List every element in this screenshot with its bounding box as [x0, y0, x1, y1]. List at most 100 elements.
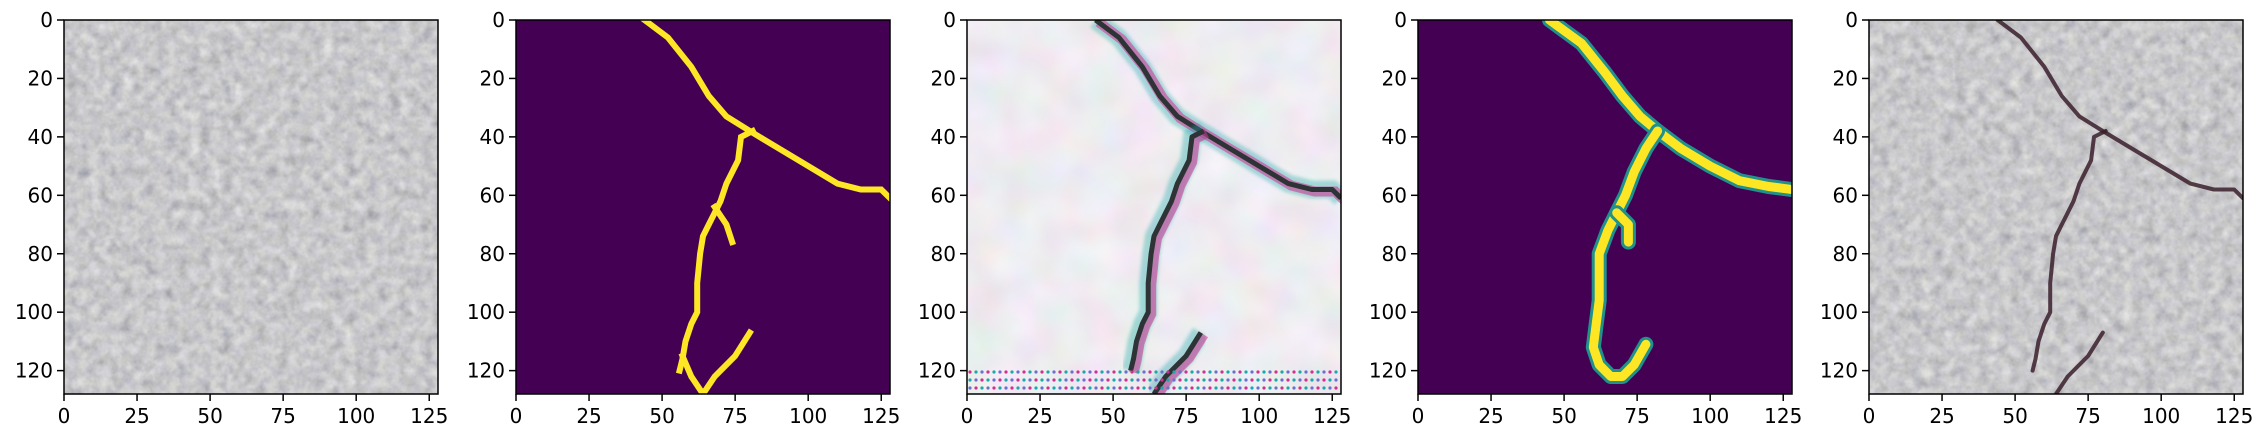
artifact-dot: [1286, 378, 1290, 382]
artifact-dot: [1094, 370, 1098, 374]
artifact-dot: [1136, 370, 1140, 374]
artifact-dot: [1118, 378, 1122, 382]
artifact-dot: [1058, 370, 1062, 374]
y-tick-label: 60: [1382, 183, 1407, 207]
artifact-dot: [1130, 378, 1134, 382]
artifact-dot: [1328, 386, 1332, 390]
artifact-dot: [1040, 378, 1044, 382]
artifact-dot: [1202, 386, 1206, 390]
artifact-dot: [1106, 378, 1110, 382]
artifact-dot: [1046, 386, 1050, 390]
artifact-dot: [1124, 370, 1128, 374]
artifact-dot: [1094, 386, 1098, 390]
artifact-dot: [1256, 386, 1260, 390]
artifact-dot: [1076, 370, 1080, 374]
artifact-dot: [1016, 378, 1020, 382]
x-tick-label: 50: [1100, 404, 1125, 428]
artifact-dot: [1238, 386, 1242, 390]
artifact-dot: [1238, 378, 1242, 382]
x-tick-label: 50: [1551, 404, 1576, 428]
x-tick-label: 0: [1863, 404, 1876, 428]
x-tick-label: 25: [124, 404, 149, 428]
edge-dark: [1151, 331, 1203, 394]
artifact-dot: [1268, 378, 1272, 382]
artifact-dot: [980, 378, 984, 382]
artifact-dot: [1286, 386, 1290, 390]
artifact-dot: [1274, 370, 1278, 374]
artifact-dot: [1292, 370, 1296, 374]
artifact-dot: [968, 386, 972, 390]
artifact-dot: [1262, 386, 1266, 390]
artifact-dot: [1214, 386, 1218, 390]
artifact-dot: [1322, 370, 1326, 374]
x-tick-label: 50: [197, 404, 222, 428]
x-tick-label: 125: [862, 404, 900, 428]
artifact-dot: [1052, 378, 1056, 382]
axes-frame: [63, 19, 439, 395]
artifact-dot: [968, 378, 972, 382]
y-tick-label: 20: [931, 66, 956, 90]
artifact-dot: [1172, 378, 1176, 382]
artifact-dot: [1052, 386, 1056, 390]
artifact-dot: [1196, 386, 1200, 390]
axes-frame: [1417, 19, 1793, 395]
artifact-dot: [986, 370, 990, 374]
y-tick-label: 0: [1845, 8, 1858, 32]
artifact-dot: [1160, 378, 1164, 382]
artifact-dot: [1088, 386, 1092, 390]
y-tick-label: 120: [918, 359, 956, 383]
panel-image: [967, 20, 1341, 394]
y-tick-label: 0: [40, 8, 53, 32]
artifact-dot: [1310, 386, 1314, 390]
artifact-dot: [1154, 378, 1158, 382]
artifact-dot: [1310, 370, 1314, 374]
artifact-dot: [1004, 370, 1008, 374]
x-tick-label: 75: [270, 404, 295, 428]
panel-1: 0 25 50 75 100 125 0 20 40 60 80 100 120: [15, 8, 449, 428]
artifact-dot: [1022, 378, 1026, 382]
artifact-dot: [1256, 370, 1260, 374]
y-tick-label: 120: [1369, 359, 1407, 383]
panel-5: 0 25 50 75 100 125 0 20 40 60 80 100 120: [1820, 8, 2254, 428]
crack-core: [1588, 126, 1663, 381]
edge-dark: [1094, 20, 1341, 200]
crack-overlay: [2030, 129, 2108, 373]
y-tick-label: 0: [943, 8, 956, 32]
crack-mask: [699, 328, 754, 394]
artifact-dot: [1124, 386, 1128, 390]
artifact-dot: [1070, 370, 1074, 374]
y-tick-label: 60: [1833, 183, 1858, 207]
x-tick-label: 0: [961, 404, 974, 428]
artifact-dot: [1010, 386, 1014, 390]
mask-background: [516, 20, 890, 394]
artifact-dot: [1214, 370, 1218, 374]
asphalt-noise: [1869, 20, 2243, 394]
artifact-dot: [1028, 386, 1032, 390]
artifact-dot: [1304, 386, 1308, 390]
artifact-dot: [1268, 386, 1272, 390]
artifact-dot: [1184, 386, 1188, 390]
y-tick-label: 60: [931, 183, 956, 207]
artifact-dot: [1112, 386, 1116, 390]
x-tick-label: 100: [1691, 404, 1729, 428]
y-tick-label: 20: [1382, 66, 1407, 90]
artifact-dot: [1172, 370, 1176, 374]
artifact-dot: [1004, 378, 1008, 382]
artifact-dot: [1124, 378, 1128, 382]
artifact-dot: [1058, 386, 1062, 390]
artifact-dot: [974, 370, 978, 374]
x-tick-label: 100: [1240, 404, 1278, 428]
x-tick-label: 25: [1478, 404, 1503, 428]
x-tick-label: 50: [649, 404, 674, 428]
y-tick-label: 80: [931, 242, 956, 266]
artifact-dot: [1154, 370, 1158, 374]
y-tick-label: 40: [931, 125, 956, 149]
edge-dark: [1128, 128, 1205, 372]
y-tick-label: 20: [28, 66, 53, 90]
artifact-dot: [1280, 370, 1284, 374]
artifact-dot: [1322, 386, 1326, 390]
artifact-dot: [1082, 370, 1086, 374]
edge-magenta: [1128, 128, 1209, 374]
panel-4: 0 25 50 75 100 125 0 20 40 60 80 100 120: [1369, 8, 1803, 428]
